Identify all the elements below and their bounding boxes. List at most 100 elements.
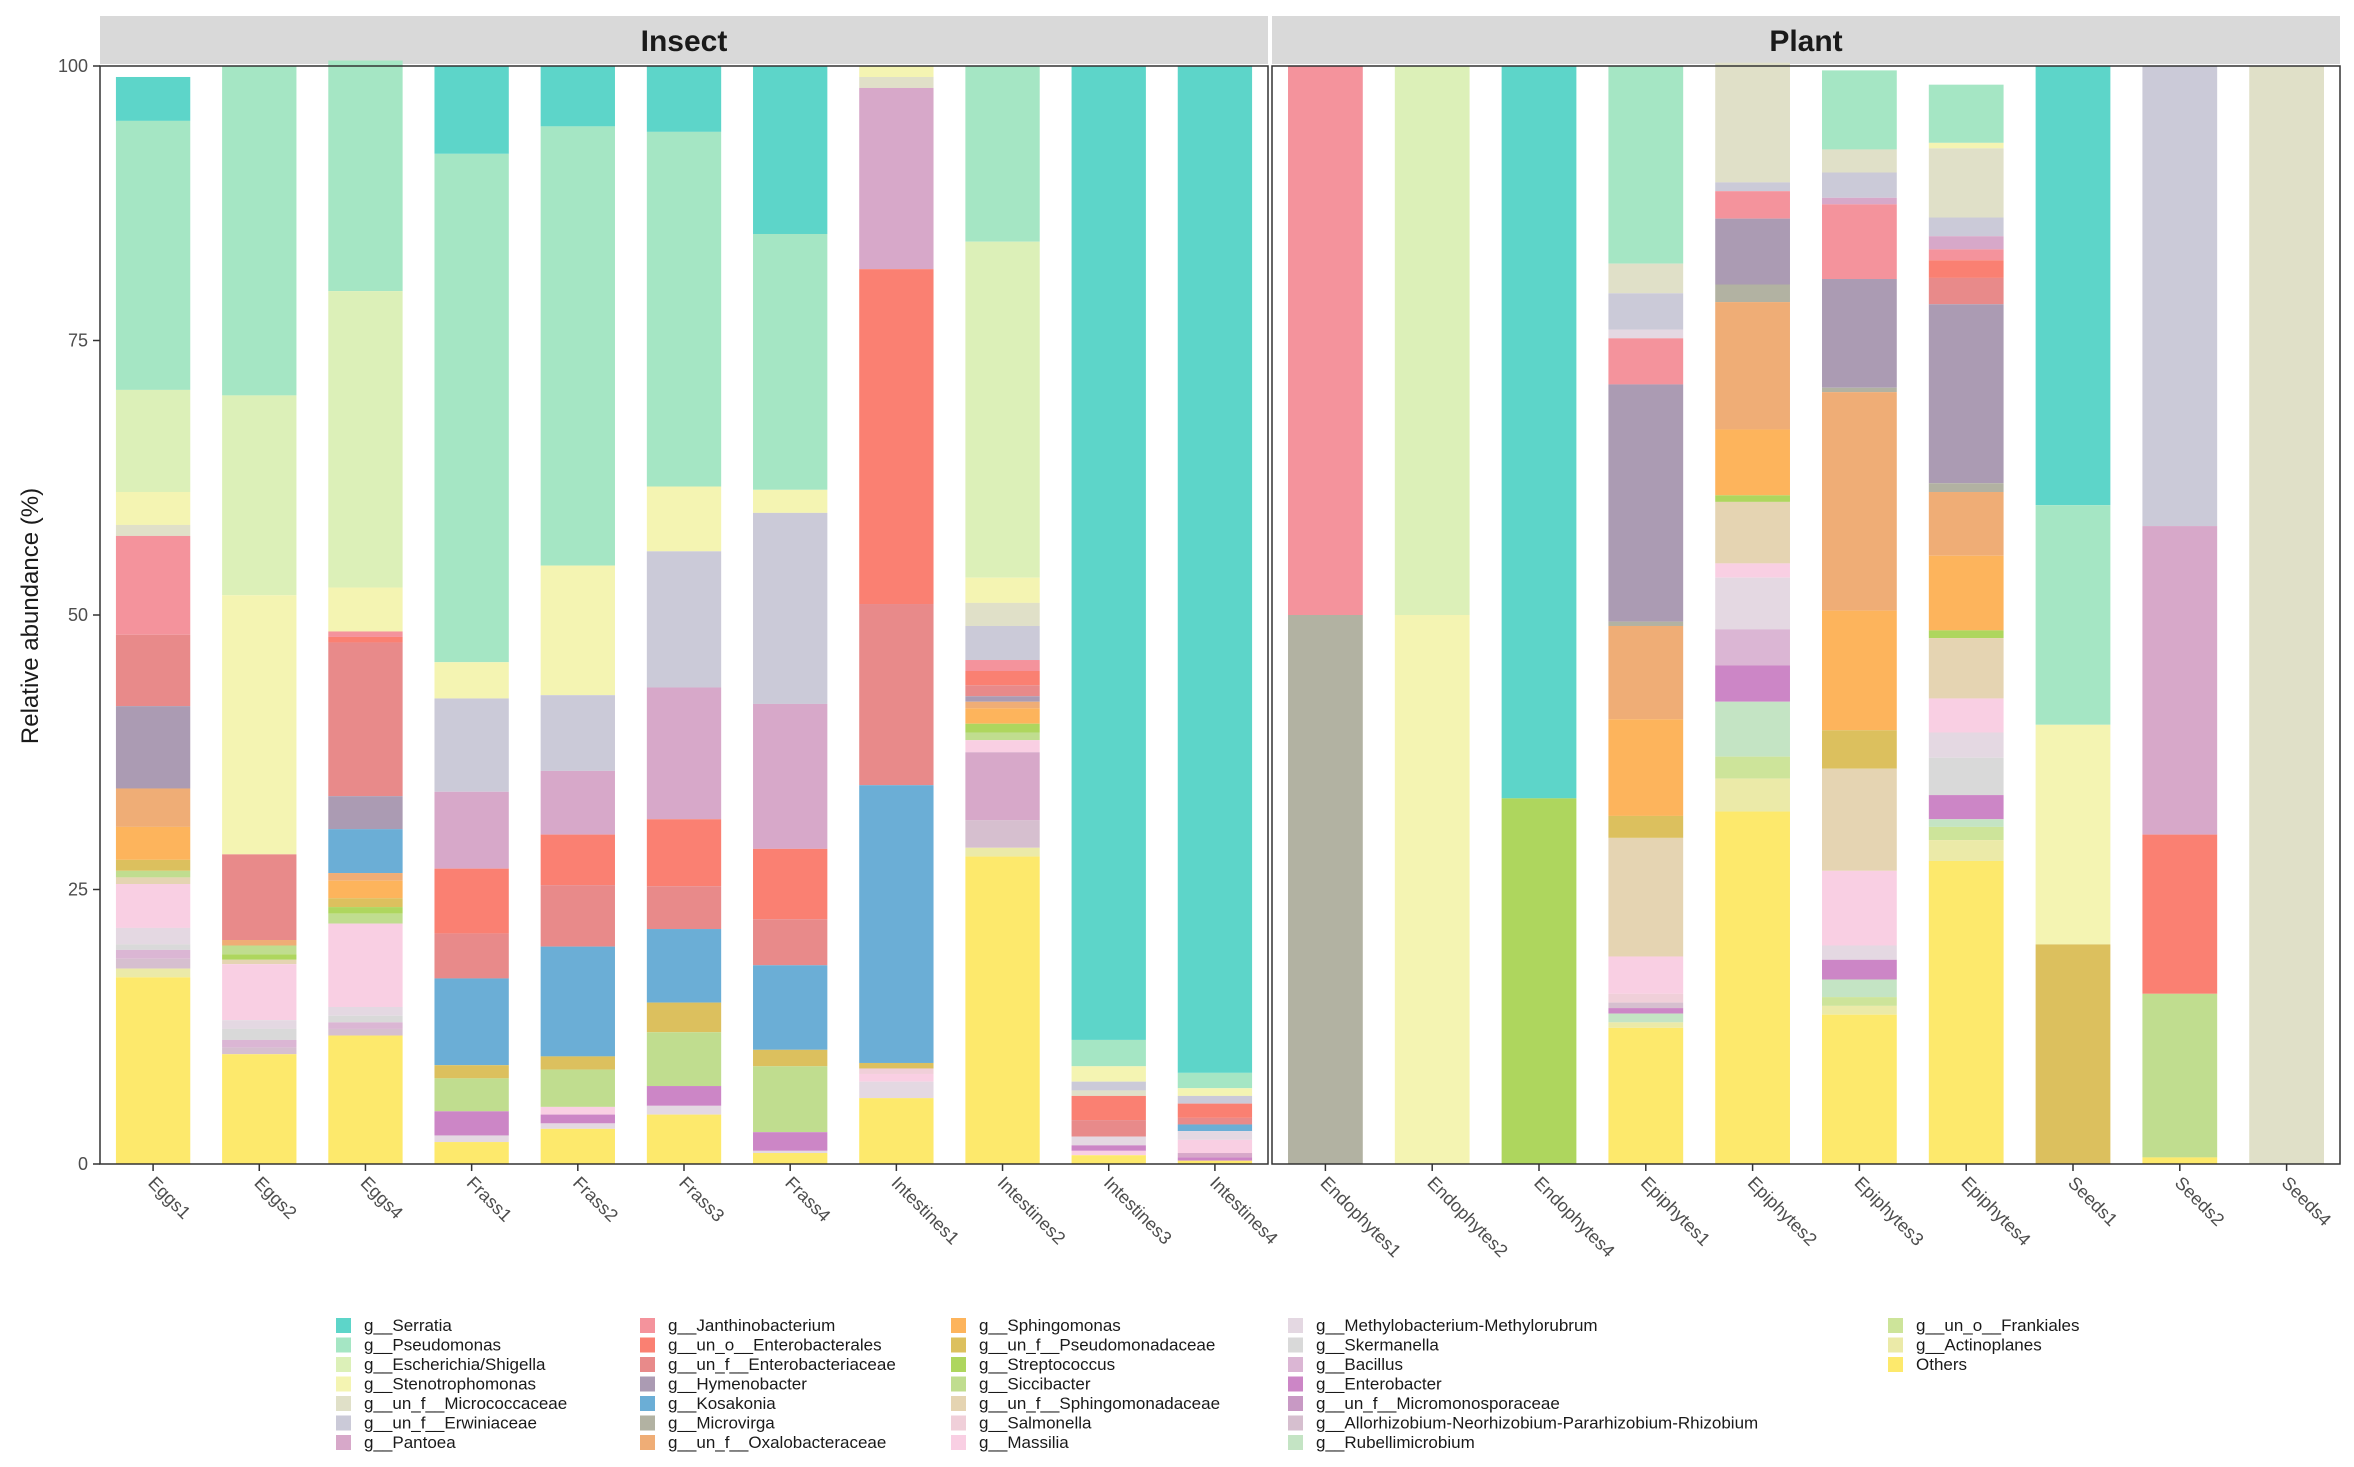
bar-segment-epiphytes2-g-methylobacterium-methylorubrum <box>1715 577 1790 630</box>
x-tick-label-epiphytes4: Epiphytes4 <box>1957 1173 2034 1250</box>
bar-segment-intestines1-g-un-f-micrococcaceae <box>859 76 934 88</box>
bar-segment-epiphytes1-g-actinoplanes <box>1608 1022 1684 1028</box>
legend-swatch <box>640 1396 655 1411</box>
bar-segment-frass3-others <box>646 1114 722 1164</box>
legend-label: g__Streptococcus <box>979 1355 1115 1374</box>
bar-segment-eggs1-g-un-f-enterobacteriaceae <box>115 634 191 707</box>
bar-segment-epiphytes2-g-un-f-micrococcaceae <box>1715 62 1790 183</box>
bar-segment-frass3-g-stenotrophomonas <box>646 486 722 552</box>
bar-eggs1 <box>115 76 191 1164</box>
bar-segment-epiphytes2-g-enterobacter <box>1715 665 1790 702</box>
bar-segment-epiphytes3-g-un-f-micrococcaceae <box>1822 149 1897 173</box>
x-tick-label-eggs4: Eggs4 <box>357 1173 407 1223</box>
bar-segment-eggs2-g-pseudomonas <box>222 66 297 396</box>
bar-segment-epiphytes4-g-janthinobacterium <box>1928 249 2004 261</box>
bar-segment-frass4-g-un-f-enterobacteriaceae <box>753 919 828 966</box>
bar-segment-intestines4-g-massilia <box>1177 1139 1253 1154</box>
facet-strip-plant <box>1272 16 2340 64</box>
bar-eggs4 <box>328 60 403 1164</box>
y-tick-label-25: 25 <box>68 880 88 900</box>
bar-segment-epiphytes4-g-skermanella <box>1928 757 2004 796</box>
bar-segment-eggs1-g-bacillus <box>115 949 191 959</box>
x-tick-label-epiphytes3: Epiphytes3 <box>1851 1173 1928 1250</box>
bar-segment-seeds2-g-pantoea <box>2142 526 2218 835</box>
bar-segment-frass2-g-pantoea <box>540 770 615 835</box>
legend-item-others: Others <box>1888 1355 1967 1374</box>
bar-segment-frass1-others <box>434 1142 509 1164</box>
x-tick-label-eggs1: Eggs1 <box>144 1173 194 1223</box>
facet-strips: Insect Plant <box>100 16 2340 64</box>
bar-seeds2 <box>2142 66 2218 1164</box>
facet-label-insect: Insect <box>641 25 728 58</box>
bar-segment-epiphytes2-g-actinoplanes <box>1715 778 1790 812</box>
panels: Eggs1 Eggs2 Eggs4 Frass1 Frass2 Frass3 Frass4 I… <box>99 60 2341 1261</box>
legend: g__Serratiag__Pseudomonasg__Escherichia/… <box>336 1316 2080 1452</box>
facet-strip-insect <box>100 16 1268 64</box>
bar-segment-seeds2-g-siccibacter <box>2142 993 2218 1158</box>
bar-segment-frass4-g-stenotrophomonas <box>753 489 828 513</box>
bar-segment-epiphytes4-g-un-f-erwiniaceae <box>1928 217 2004 237</box>
bar-segment-intestines2-g-sphingomonas <box>965 708 1040 724</box>
bar-segment-frass2-g-enterobacter <box>540 1114 615 1124</box>
bar-segment-epiphytes2-g-rubellimicrobium <box>1715 701 1790 757</box>
bar-epiphytes3 <box>1822 70 1897 1164</box>
bar-segment-eggs1-g-un-f-sphingomonadaceae <box>115 877 191 885</box>
bar-segment-eggs4-g-massilia <box>328 923 403 1007</box>
bar-segment-epiphytes4-g-un-o-frankiales <box>1928 826 2004 841</box>
bar-segment-frass3-g-kosakonia <box>646 929 722 1003</box>
bar-segment-epiphytes3-g-un-f-sphingomonadaceae <box>1822 768 1897 871</box>
bar-segment-frass3-g-methylobacterium-methylorubrum <box>646 1105 722 1115</box>
bar-segment-frass3-g-serratia <box>646 66 722 132</box>
bar-segment-intestines1-others <box>859 1098 934 1164</box>
bar-segment-intestines3-g-enterobacter <box>1071 1145 1146 1151</box>
legend-label: g__Methylobacterium-Methylorubrum <box>1316 1316 1598 1335</box>
bar-segment-frass2-g-siccibacter <box>540 1069 615 1107</box>
bar-segment-intestines4-g-stenotrophomonas <box>1177 1088 1253 1096</box>
legend-swatch <box>1288 1396 1303 1411</box>
legend-label: g__Janthinobacterium <box>668 1316 835 1335</box>
bar-segment-epiphytes1-g-hymenobacter <box>1608 384 1684 622</box>
bar-segment-intestines3-g-un-f-micrococcaceae <box>1071 1090 1146 1096</box>
legend-label: g__Stenotrophomonas <box>364 1375 536 1394</box>
legend-swatch <box>951 1357 966 1372</box>
bar-segment-frass1-g-enterobacter <box>434 1111 509 1136</box>
bar-segment-eggs1-g-un-f-pseudomonadaceae <box>115 859 191 871</box>
bar-segment-frass3-g-un-f-erwiniaceae <box>646 551 722 688</box>
bar-segment-intestines4-g-un-f-erwiniaceae <box>1177 1095 1253 1104</box>
bar-segment-frass1-g-pantoea <box>434 791 509 869</box>
bar-segment-endophytes4-g-streptococcus <box>1501 798 1577 1164</box>
bar-segment-frass2-g-serratia <box>540 66 615 127</box>
x-tick-label-endophytes2: Endophytes2 <box>1423 1173 1511 1261</box>
bar-segment-eggs1-g-un-f-micrococcaceae <box>115 524 191 536</box>
bar-segment-epiphytes1-g-un-f-pseudomonadaceae <box>1608 815 1684 838</box>
bar-segment-epiphytes1-others <box>1608 1027 1684 1164</box>
bar-segment-epiphytes3-g-rubellimicrobium <box>1822 979 1897 998</box>
bar-segment-epiphytes3-g-sphingomonas <box>1822 610 1897 731</box>
bar-segment-intestines2-g-un-o-enterobacterales <box>965 671 1040 686</box>
bar-segment-intestines1-g-massilia <box>859 1073 934 1082</box>
bar-segment-frass4-g-un-f-erwiniaceae <box>753 512 828 704</box>
x-tick-label-intestines3: Intestines3 <box>1100 1173 1176 1249</box>
bar-segment-eggs1-g-massilia <box>115 884 191 928</box>
bar-segment-frass2-g-un-f-enterobacteriaceae <box>540 885 615 947</box>
legend-item-g-sphingomonas: g__Sphingomonas <box>951 1316 1121 1335</box>
bar-segment-epiphytes2-g-un-f-sphingomonadaceae <box>1715 501 1790 564</box>
bar-segment-frass2-g-pseudomonas <box>540 126 615 566</box>
bar-segment-epiphytes4-g-enterobacter <box>1928 795 2004 820</box>
bar-segment-frass4-g-pantoea <box>753 703 828 849</box>
bar-segment-epiphytes2-g-streptococcus <box>1715 495 1790 502</box>
legend-label: g__un_o__Frankiales <box>1916 1316 2080 1335</box>
x-tick-label-eggs2: Eggs2 <box>250 1173 300 1223</box>
legend-label: g__un_f__Erwiniaceae <box>364 1414 537 1433</box>
bar-segment-frass2-g-massilia <box>540 1106 615 1115</box>
x-tick-label-epiphytes2: Epiphytes2 <box>1744 1173 1821 1250</box>
legend-label: g__un_f__Oxalobacteraceae <box>668 1433 886 1452</box>
bar-segment-epiphytes1-g-allorhizobium-neorhizobium-pararhizobium-rhizobium <box>1608 1002 1684 1009</box>
bar-frass2 <box>540 66 615 1164</box>
bar-seeds1 <box>2035 66 2111 1164</box>
bar-segment-frass4-g-kosakonia <box>753 965 828 1050</box>
bar-segment-eggs2-g-un-f-enterobacteriaceae <box>222 854 297 940</box>
bar-segment-epiphytes1-g-massilia <box>1608 956 1684 994</box>
legend-item-g-un-f-enterobacteriaceae: g__un_f__Enterobacteriaceae <box>640 1355 896 1374</box>
